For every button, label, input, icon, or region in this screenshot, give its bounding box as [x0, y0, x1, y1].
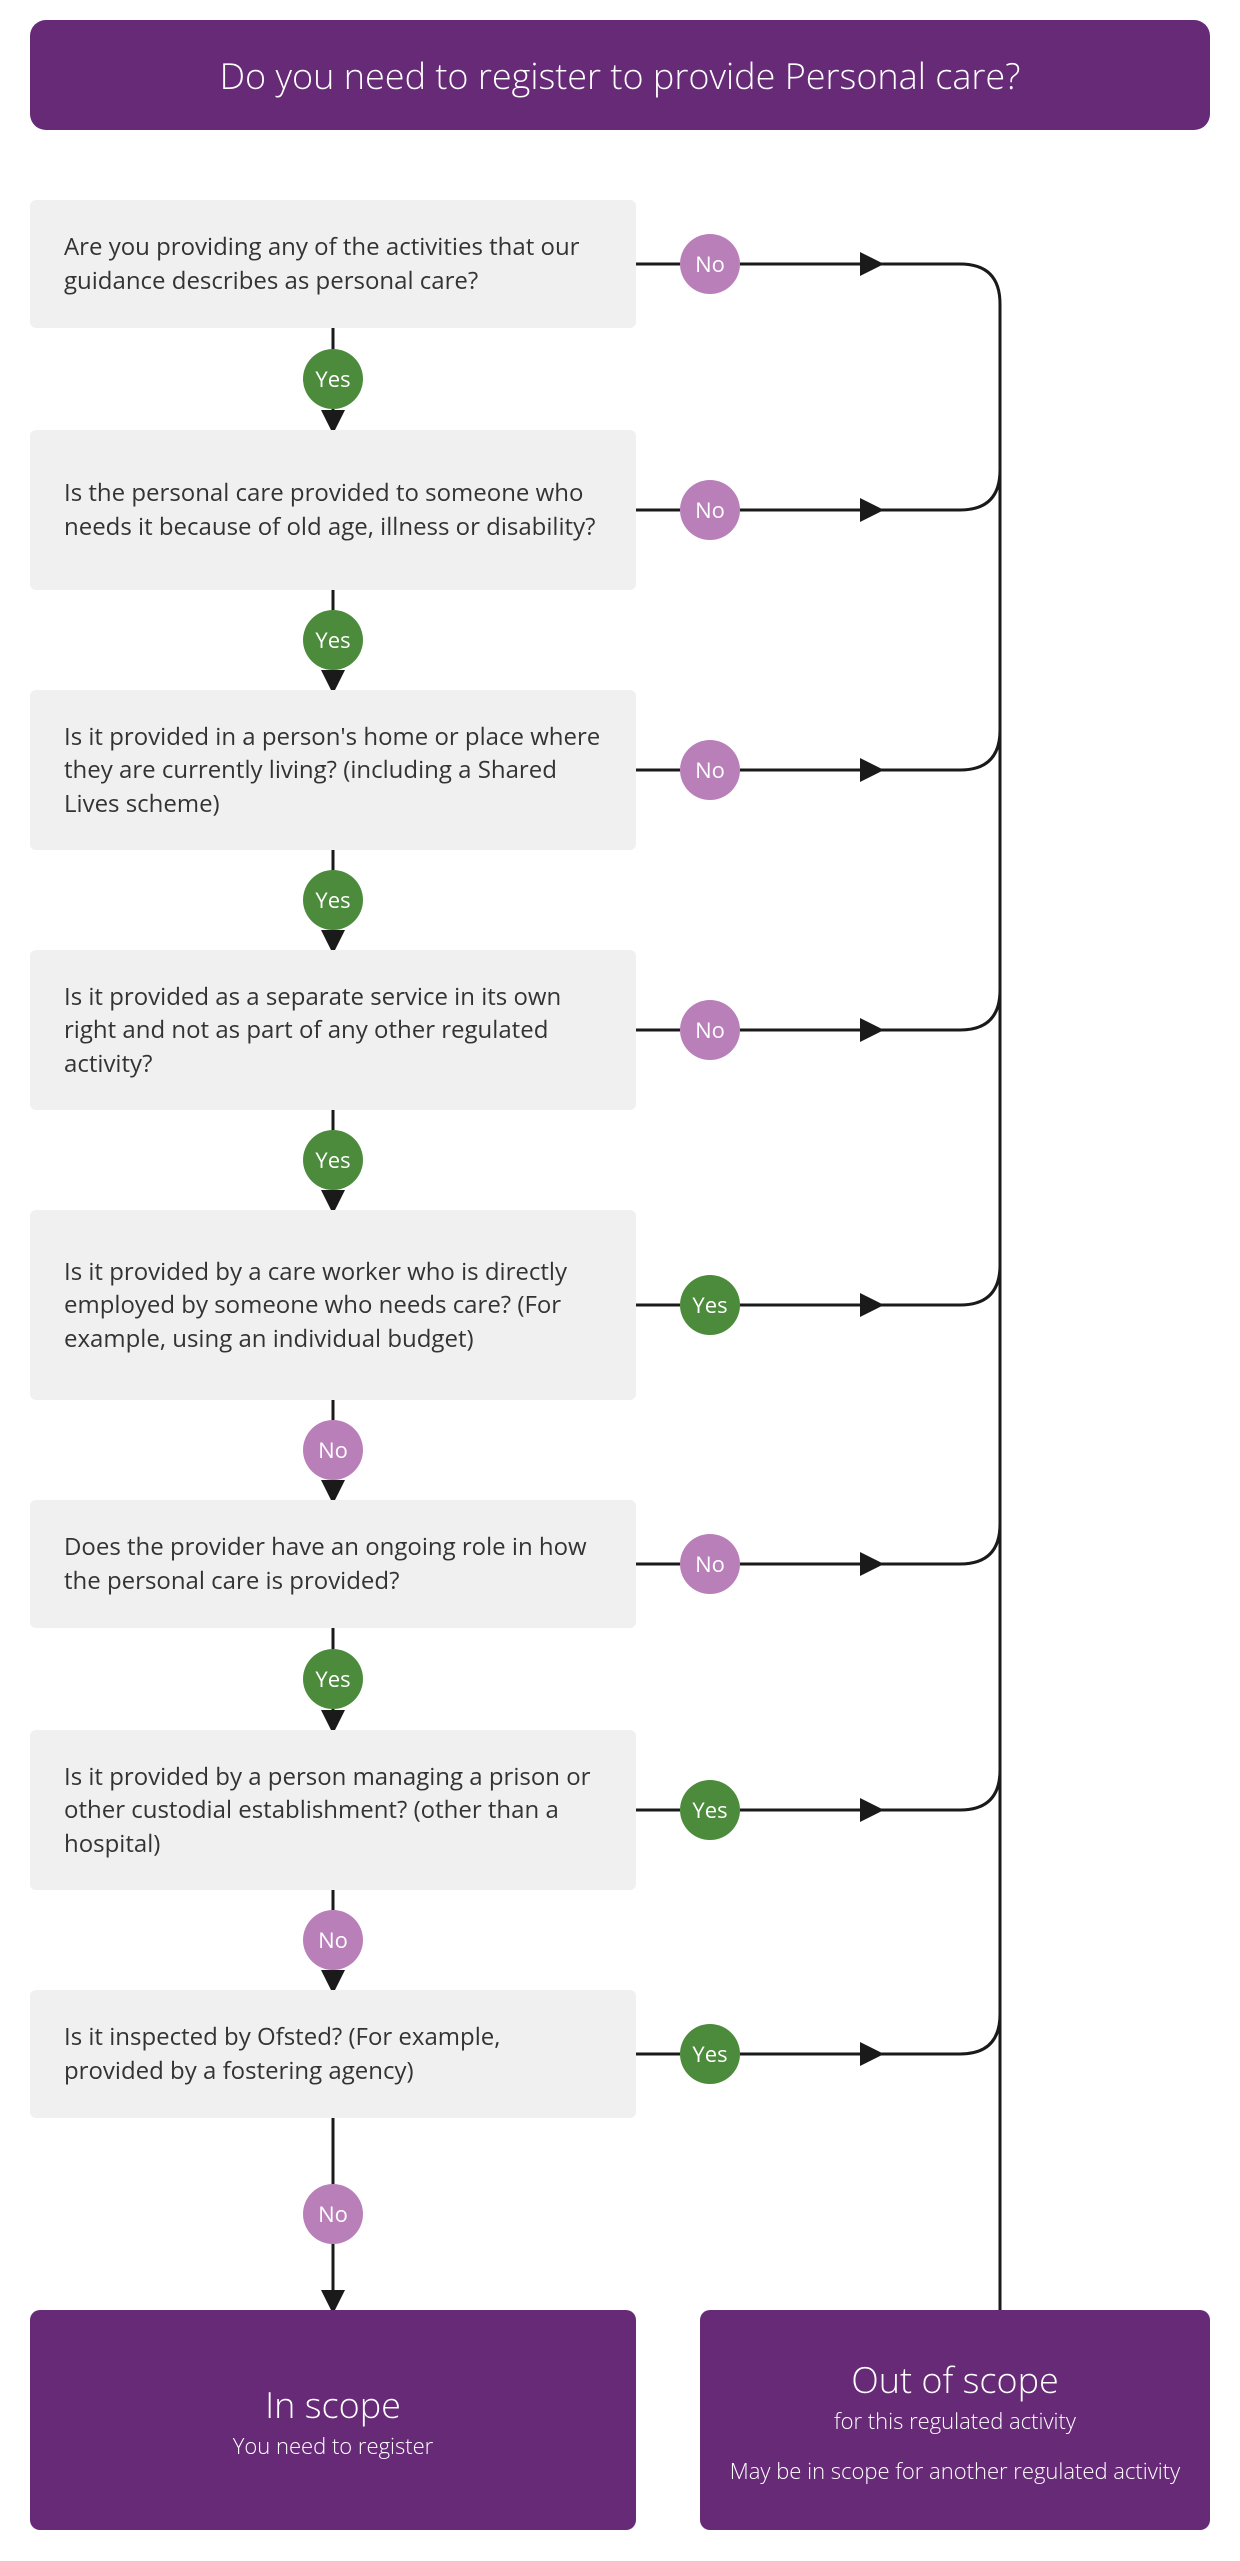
yes-badge: Yes: [680, 2024, 740, 2084]
result-in-title: In scope: [265, 2380, 401, 2429]
yes-badge: Yes: [680, 1275, 740, 1335]
no-badge: No: [680, 234, 740, 294]
question-box: Is it provided by a care worker who is d…: [30, 1210, 636, 1400]
question-box: Is it provided in a person's home or pla…: [30, 690, 636, 850]
question-box: Are you providing any of the activities …: [30, 200, 636, 328]
question-text: Is the personal care provided to someone…: [64, 476, 602, 543]
no-badge: No: [680, 1000, 740, 1060]
no-badge: No: [303, 1910, 363, 1970]
question-text: Is it inspected by Ofsted? (For example,…: [64, 2020, 602, 2087]
result-out-title: Out of scope: [851, 2355, 1059, 2404]
yes-badge: Yes: [303, 610, 363, 670]
yes-badge: Yes: [303, 870, 363, 930]
question-box: Is it provided as a separate service in …: [30, 950, 636, 1110]
no-badge: No: [680, 480, 740, 540]
no-badge: No: [680, 1534, 740, 1594]
yes-badge: Yes: [680, 1780, 740, 1840]
yes-badge: Yes: [303, 349, 363, 409]
result-in-sub: You need to register: [233, 2431, 433, 2461]
result-out-of-scope: Out of scope for this regulated activity…: [700, 2310, 1210, 2530]
question-text: Is it provided as a separate service in …: [64, 980, 602, 1081]
question-box: Is it inspected by Ofsted? (For example,…: [30, 1990, 636, 2118]
question-box: Is it provided by a person managing a pr…: [30, 1730, 636, 1890]
result-in-scope: In scope You need to register: [30, 2310, 636, 2530]
yes-badge: Yes: [303, 1130, 363, 1190]
no-badge: No: [680, 740, 740, 800]
question-text: Are you providing any of the activities …: [64, 230, 602, 297]
question-text: Is it provided by a care worker who is d…: [64, 1255, 602, 1356]
question-text: Does the provider have an ongoing role i…: [64, 1530, 602, 1597]
question-box: Does the provider have an ongoing role i…: [30, 1500, 636, 1628]
no-badge: No: [303, 2184, 363, 2244]
question-box: Is the personal care provided to someone…: [30, 430, 636, 590]
title-banner: Do you need to register to provide Perso…: [30, 20, 1210, 130]
no-badge: No: [303, 1420, 363, 1480]
result-out-extra: May be in scope for another regulated ac…: [730, 2456, 1180, 2486]
title-text: Do you need to register to provide Perso…: [220, 51, 1021, 100]
result-out-sub: for this regulated activity: [834, 2406, 1076, 2436]
question-text: Is it provided in a person's home or pla…: [64, 720, 602, 821]
question-text: Is it provided by a person managing a pr…: [64, 1760, 602, 1861]
yes-badge: Yes: [303, 1649, 363, 1709]
flowchart-canvas: Do you need to register to provide Perso…: [0, 0, 1240, 2561]
